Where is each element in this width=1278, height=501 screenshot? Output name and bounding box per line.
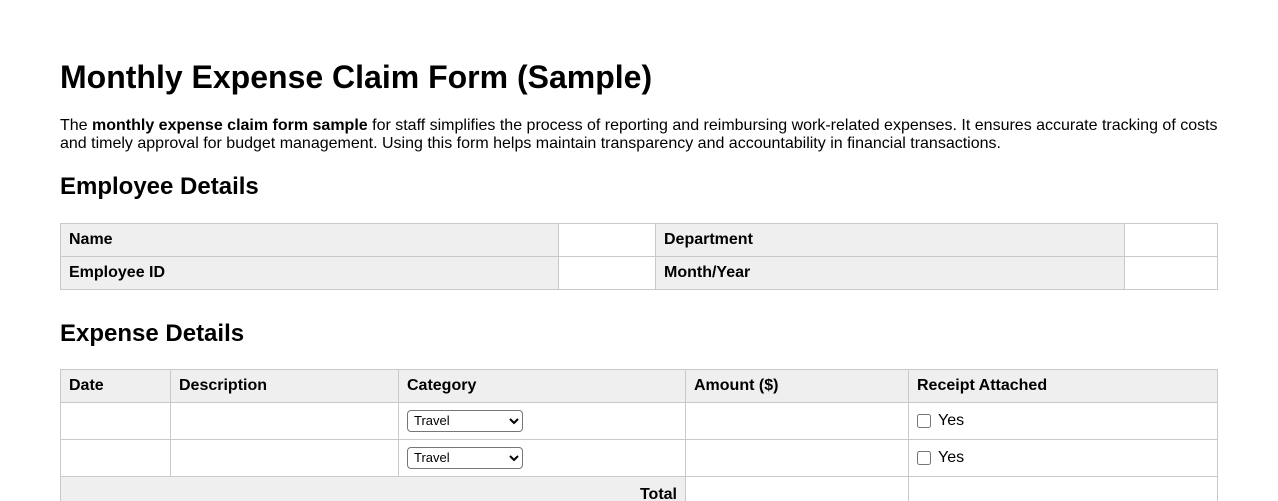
receipt-cell: Yes — [908, 438, 1218, 477]
employee-details-table: Name Department Employee ID Month/Year — [60, 222, 1218, 290]
expense-header-row: Date Description Category Amount ($) Rec… — [60, 368, 1218, 403]
total-amount-cell — [685, 475, 909, 501]
total-receipt-cell — [908, 475, 1218, 501]
category-select[interactable]: Travel — [407, 409, 523, 432]
category-column-header: Category — [398, 368, 686, 403]
employee-row-1: Name Department — [60, 222, 1218, 257]
department-label-cell: Department — [655, 222, 1125, 257]
employee-id-label-cell: Employee ID — [60, 255, 559, 290]
amount-column-header: Amount ($) — [685, 368, 909, 403]
employee-details-heading: Employee Details — [60, 173, 259, 201]
employee-id-value-cell — [558, 255, 656, 290]
date-cell — [60, 438, 171, 477]
amount-cell — [685, 438, 909, 477]
receipt-cell: Yes — [908, 401, 1218, 440]
receipt-attached-checkbox[interactable] — [917, 413, 931, 428]
department-value-cell — [1124, 222, 1218, 257]
description-column-header: Description — [170, 368, 399, 403]
document-page: Monthly Expense Claim Form (Sample) The … — [60, 59, 1218, 501]
name-label-cell: Name — [60, 222, 559, 257]
receipt-checkbox-label: Yes — [938, 448, 965, 466]
employee-row-2: Employee ID Month/Year — [60, 255, 1218, 290]
expense-row-1: Travel Yes — [60, 401, 1218, 440]
intro-text-suffix: for staff simplifies the process of repo… — [60, 117, 1218, 153]
expense-row-2: Travel Yes — [60, 438, 1218, 477]
expense-details-heading: Expense Details — [60, 319, 245, 347]
description-cell — [170, 401, 399, 440]
total-label-cell: Total — [60, 475, 686, 501]
intro-text-bold: monthly expense claim form sample — [92, 117, 368, 135]
month-year-label-cell: Month/Year — [655, 255, 1125, 290]
intro-paragraph: The monthly expense claim form sample fo… — [60, 117, 1218, 153]
date-cell — [60, 401, 171, 440]
category-cell: Travel — [398, 401, 686, 440]
category-cell: Travel — [398, 438, 686, 477]
expense-details-table: Date Description Category Amount ($) Rec… — [60, 368, 1218, 501]
intro-text-prefix: The — [60, 117, 93, 135]
page-title: Monthly Expense Claim Form (Sample) — [60, 59, 653, 95]
amount-cell — [685, 401, 909, 440]
receipt-column-header: Receipt Attached — [908, 368, 1218, 403]
expense-total-row: Total — [60, 475, 1218, 501]
receipt-attached-checkbox[interactable] — [917, 450, 931, 465]
month-year-value-cell — [1124, 255, 1218, 290]
category-select[interactable]: Travel — [407, 446, 523, 469]
receipt-checkbox-label: Yes — [938, 411, 965, 429]
description-cell — [170, 438, 399, 477]
date-column-header: Date — [60, 368, 171, 403]
name-value-cell — [558, 222, 656, 257]
